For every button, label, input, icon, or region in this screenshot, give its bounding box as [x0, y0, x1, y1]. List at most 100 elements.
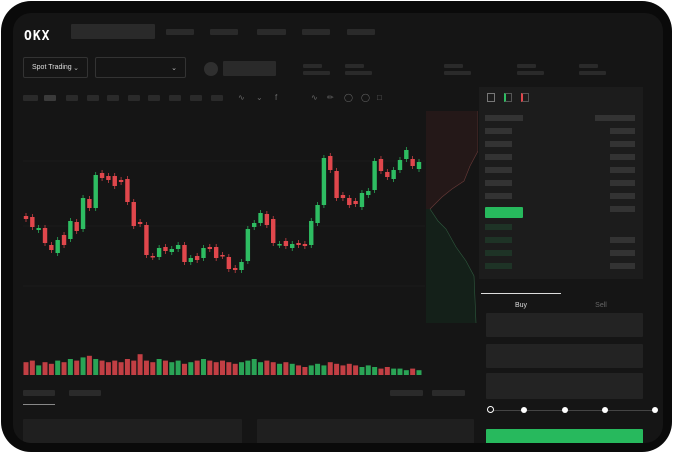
price-input[interactable] — [486, 313, 643, 337]
fullscreen-icon[interactable]: □ — [377, 93, 382, 102]
volume-bar — [308, 365, 314, 375]
candle — [36, 228, 41, 230]
amount-input[interactable] — [486, 344, 643, 368]
nav-item[interactable] — [257, 29, 286, 35]
timeframe-button[interactable] — [66, 95, 78, 101]
chart-type-icon[interactable]: ⌄ — [256, 93, 263, 102]
bid-size — [610, 237, 635, 243]
candle — [144, 225, 149, 255]
nav-item[interactable] — [347, 29, 375, 35]
stat — [579, 71, 606, 75]
volume-bar — [302, 367, 308, 375]
timeframe-button[interactable] — [169, 95, 181, 101]
bottom-tab[interactable] — [23, 390, 55, 396]
candle — [232, 268, 238, 270]
candle — [264, 214, 270, 225]
candle — [239, 262, 244, 270]
volume-bar — [321, 365, 327, 375]
bottom-tab[interactable] — [432, 390, 465, 396]
candle — [175, 245, 181, 249]
volume-bar — [264, 360, 270, 375]
timeframe-button[interactable] — [87, 95, 99, 101]
tab-buy[interactable]: Buy — [514, 302, 528, 309]
candle — [61, 235, 67, 245]
trade-tab-underline — [481, 293, 561, 294]
ask-row — [485, 128, 512, 134]
volume-bar — [137, 354, 143, 375]
volume-bar — [156, 359, 162, 375]
candle — [410, 159, 415, 166]
candle — [347, 198, 352, 205]
bottom-tab[interactable] — [390, 390, 423, 396]
volume-bar — [93, 359, 99, 375]
timeframe-button[interactable] — [107, 95, 119, 101]
candle — [99, 173, 105, 178]
candle — [93, 175, 98, 208]
orderbook-bids-icon[interactable] — [504, 93, 512, 102]
candle — [385, 172, 390, 177]
candle — [416, 162, 422, 169]
orderbook-asks-icon[interactable] — [521, 93, 529, 102]
stat — [517, 64, 536, 68]
search-bar[interactable] — [71, 24, 155, 39]
slider-stop[interactable] — [652, 407, 658, 413]
amount-slider[interactable] — [491, 410, 656, 411]
nav-item[interactable] — [210, 29, 238, 35]
candle — [340, 195, 346, 198]
timeframe-button[interactable] — [190, 95, 202, 101]
candle — [321, 158, 327, 205]
pair-select[interactable]: ⌄ — [95, 57, 186, 78]
ask-size — [610, 141, 635, 147]
coin-icon — [204, 62, 218, 76]
total-input[interactable] — [486, 373, 643, 399]
depth-asks — [426, 111, 478, 209]
volume-bar — [283, 362, 289, 375]
ob-header — [485, 115, 523, 121]
tab-sell[interactable]: Sell — [595, 302, 607, 309]
buy-button[interactable] — [486, 429, 643, 443]
bid-row — [485, 263, 512, 269]
volume-bar — [353, 365, 359, 375]
slider-stop[interactable] — [602, 407, 608, 413]
timeframe-button[interactable] — [148, 95, 160, 101]
candle — [277, 244, 282, 246]
candle — [251, 223, 257, 227]
volume-bar — [36, 365, 42, 375]
last-price — [485, 207, 523, 218]
volume-bar — [365, 365, 371, 375]
line-tool-icon[interactable]: ∿ — [311, 93, 318, 102]
stat — [444, 71, 471, 75]
timeframe-button[interactable] — [128, 95, 140, 101]
volume-bar — [80, 357, 86, 375]
volume-bar — [200, 359, 206, 375]
slider-stop[interactable] — [562, 407, 568, 413]
volume-bar — [188, 362, 194, 375]
volume-bar — [378, 368, 384, 375]
fx-icon[interactable]: f — [275, 93, 278, 102]
timeframe-button[interactable] — [23, 95, 38, 101]
indicator-icon[interactable]: ∿ — [238, 93, 245, 102]
slider-stop[interactable] — [521, 407, 527, 413]
timeframe-button[interactable] — [44, 95, 56, 101]
volume-bar — [112, 360, 118, 375]
okx-logo: OKX — [24, 29, 51, 44]
timeframe-button[interactable] — [211, 95, 223, 101]
bottom-tab[interactable] — [69, 390, 101, 396]
nav-item[interactable] — [166, 29, 194, 35]
orderbook-both-icon[interactable] — [487, 93, 495, 102]
volume-bar — [327, 362, 333, 375]
assets-panel — [257, 419, 474, 443]
volume-bar — [23, 362, 29, 375]
volume-bar — [315, 363, 321, 375]
pencil-icon[interactable]: ✏ — [327, 93, 334, 102]
camera-icon[interactable]: ◯ — [361, 93, 370, 102]
market-type-select[interactable]: Spot Trading ⌄ — [23, 57, 88, 78]
slider-stop[interactable] — [487, 406, 494, 413]
volume-bar — [194, 360, 200, 375]
volume-bar — [416, 370, 422, 375]
settings-icon[interactable]: ◯ — [344, 93, 353, 102]
nav-item[interactable] — [302, 29, 330, 35]
candlestick-chart[interactable] — [13, 108, 425, 378]
candle — [378, 159, 384, 171]
